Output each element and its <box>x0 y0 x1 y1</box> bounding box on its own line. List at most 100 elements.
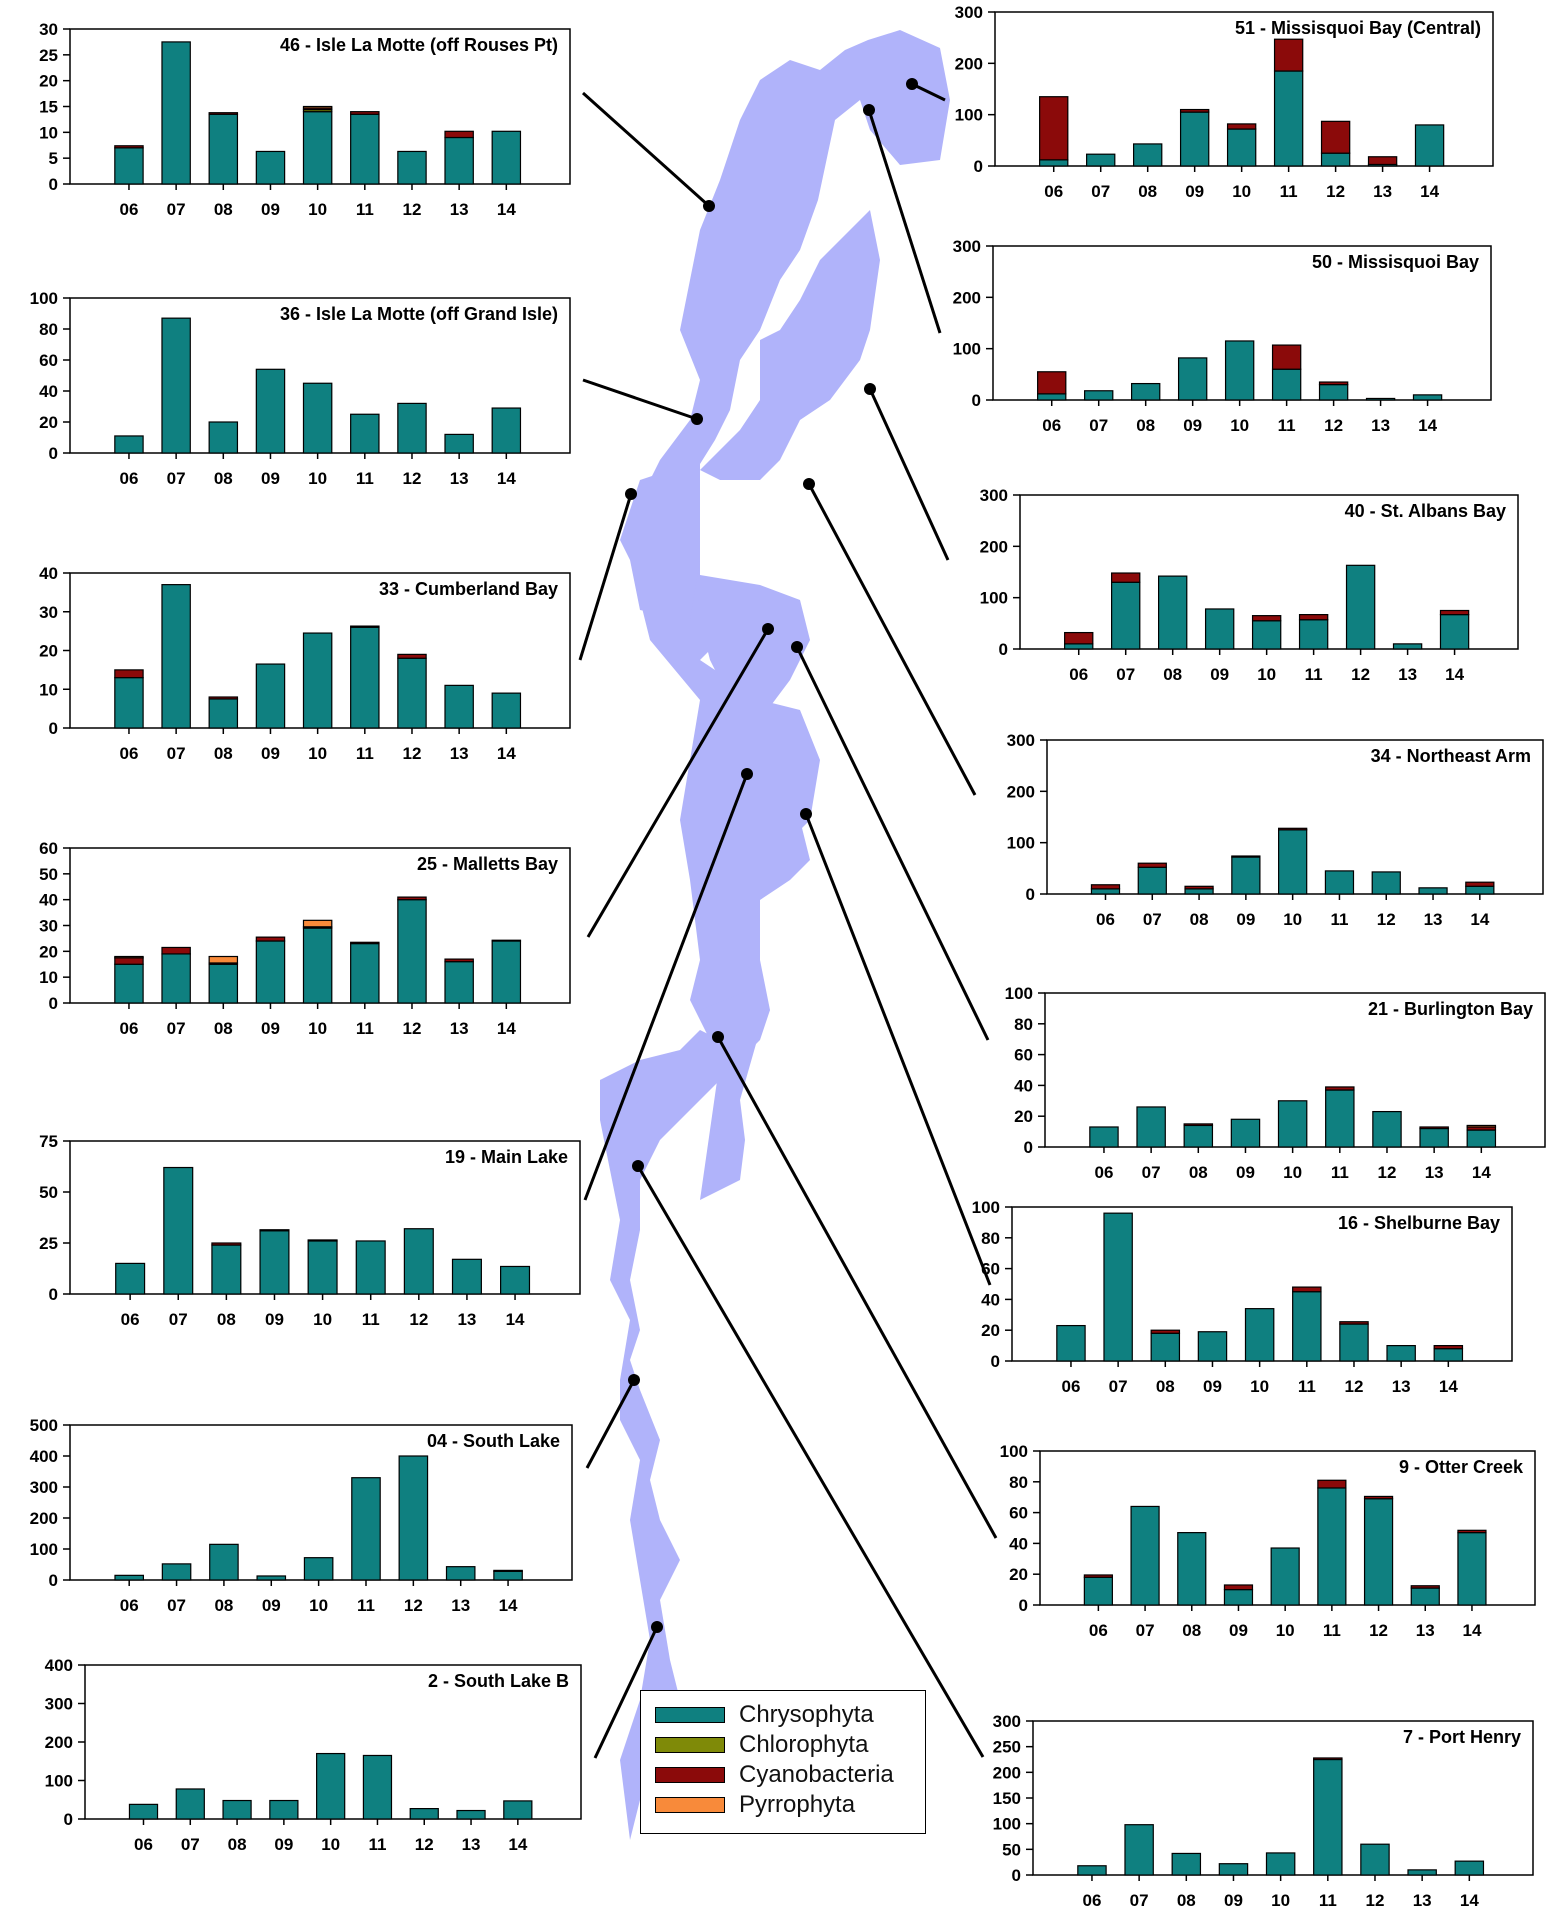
x-tick-label: 09 <box>265 1310 284 1329</box>
x-tick-label: 09 <box>1236 910 1255 929</box>
bar-segment <box>1171 1852 1202 1876</box>
x-tick-label: 14 <box>497 1019 516 1038</box>
y-tick-label: 10 <box>39 680 58 699</box>
x-tick-label: 06 <box>120 1019 139 1038</box>
chart-panel: 0 100 200 300 400 2 - South Lake B 06 07 08 09 10 1… <box>45 1656 582 1854</box>
x-tick-label: 11 <box>1331 1163 1349 1182</box>
charts-layer: 0 5 10 15 20 25 30 46 - Isle La Motte (off Rous… <box>30 3 1546 1910</box>
connector-line <box>911 82 946 102</box>
connector-line <box>586 628 770 938</box>
bar-segment <box>208 421 239 454</box>
x-tick-label: 11 <box>1330 910 1348 929</box>
y-tick-label: 200 <box>1007 782 1035 801</box>
x-tick-label: 08 <box>214 200 233 219</box>
bar-segment <box>161 41 191 185</box>
x-tick-label: 07 <box>1142 1163 1161 1182</box>
bar-segment <box>444 961 474 1004</box>
bar-segment <box>1419 1126 1449 1130</box>
bar-segment <box>256 1575 287 1581</box>
plot-frame <box>69 1424 573 1581</box>
y-tick-label: 50 <box>1002 1840 1021 1859</box>
x-tick-label: 09 <box>1224 1891 1243 1910</box>
x-tick-label: 07 <box>167 200 186 219</box>
bar-segment <box>350 111 380 115</box>
bar-segment <box>255 940 286 1004</box>
y-tick-label: 200 <box>980 537 1008 556</box>
legend-label-chrysophyta: Chrysophyta <box>739 1701 874 1728</box>
chart-title: 46 - Isle La Motte (off Rouses Pt) <box>280 35 558 55</box>
x-tick-label: 11 <box>1323 1621 1341 1640</box>
lake-south-neck <box>600 1030 720 1120</box>
bar-segment <box>1064 631 1094 645</box>
bar-segment <box>1339 1323 1369 1362</box>
y-tick-label: 0 <box>1026 885 1035 904</box>
x-tick-label: 11 <box>356 1019 374 1038</box>
x-tick-label: 10 <box>308 1019 327 1038</box>
connector-line <box>716 1036 998 1539</box>
bar-segment <box>1218 1863 1249 1876</box>
bar-segment <box>1111 572 1141 583</box>
bar-segment <box>350 626 380 729</box>
bar-segment <box>355 1240 386 1295</box>
bar-segment <box>114 955 144 959</box>
y-tick-label: 200 <box>953 288 981 307</box>
bar-segment <box>302 111 333 185</box>
station-dot <box>762 623 774 635</box>
bar-segment <box>255 663 286 729</box>
bar-segment <box>208 112 239 115</box>
chart-title: 40 - St. Albans Bay <box>1345 501 1506 521</box>
x-tick-label: 13 <box>450 1019 469 1038</box>
bar-segment <box>1204 608 1235 650</box>
bar-segment <box>1392 643 1423 650</box>
x-tick-label: 10 <box>321 1835 340 1854</box>
y-tick-label: 200 <box>30 1509 58 1528</box>
bar-segment <box>1419 1127 1449 1148</box>
y-tick-label: 300 <box>953 237 981 256</box>
x-tick-label: 12 <box>1366 1891 1385 1910</box>
x-tick-label: 14 <box>508 1835 527 1854</box>
x-tick-label: 09 <box>1203 1377 1222 1396</box>
bar-segment <box>1039 96 1069 161</box>
connector-line <box>578 493 633 661</box>
y-tick-label: 50 <box>39 1183 58 1202</box>
x-tick-label: 12 <box>415 1835 434 1854</box>
bar-segment <box>1454 1860 1485 1876</box>
station-dot <box>864 383 876 395</box>
y-tick-label: 60 <box>981 1260 1000 1279</box>
x-tick-label: 12 <box>1369 1621 1388 1640</box>
bar-segment <box>1177 1532 1207 1606</box>
x-tick-label: 11 <box>362 1310 380 1329</box>
bar-segment <box>1184 888 1214 895</box>
x-tick-label: 11 <box>1298 1377 1316 1396</box>
bar-segment <box>1292 1286 1322 1293</box>
bar-segment <box>1320 120 1351 154</box>
x-tick-label: 13 <box>1424 910 1443 929</box>
y-tick-label: 0 <box>974 157 983 176</box>
x-tick-label: 09 <box>261 744 280 763</box>
y-tick-label: 20 <box>1009 1565 1028 1584</box>
bar-segment <box>1184 885 1214 890</box>
chart-title: 33 - Cumberland Bay <box>379 579 558 599</box>
legend-swatch-chlorophyta <box>655 1737 725 1753</box>
bar-segment <box>1278 829 1308 895</box>
connector-line <box>583 773 749 1201</box>
bar-segment <box>1465 885 1495 895</box>
x-tick-label: 13 <box>451 1596 470 1615</box>
y-tick-label: 0 <box>64 1810 73 1829</box>
lake-northeast-arm <box>760 700 820 840</box>
bar-segment <box>445 1566 476 1581</box>
bar-segment <box>208 696 239 700</box>
x-tick-label: 07 <box>1116 665 1135 684</box>
bar-segment <box>350 113 380 185</box>
legend-label-chlorophyta: Chlorophyta <box>739 1731 869 1758</box>
y-tick-label: 20 <box>39 642 58 661</box>
x-tick-label: 08 <box>1136 416 1155 435</box>
bar-segment <box>1037 393 1067 401</box>
bar-segment <box>1457 1529 1487 1534</box>
y-tick-label: 15 <box>39 98 58 117</box>
x-tick-label: 12 <box>403 200 422 219</box>
bar-segment <box>161 584 191 729</box>
bar-segment <box>211 1242 242 1246</box>
bar-segment <box>1365 397 1396 401</box>
x-tick-label: 09 <box>1210 665 1229 684</box>
